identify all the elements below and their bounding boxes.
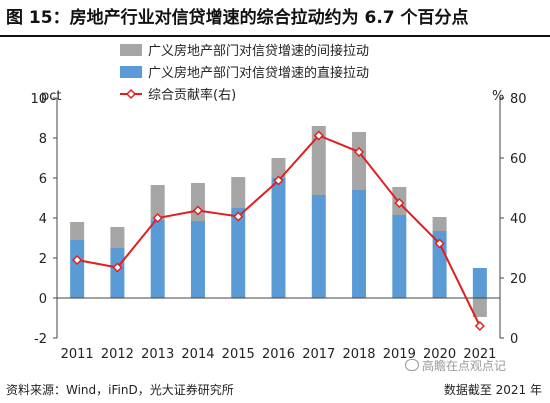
legend-swatch-indirect [120,44,142,56]
y-left-tick-label: 4 [39,212,47,227]
figure-title: 图 15：房地产行业对信贷增速的综合拉动约为 6.7 个百分点 [6,8,469,28]
source-note: 资料来源：Wind，iFinD，光大证券研究所 [6,383,234,397]
x-tick-label: 2015 [222,347,255,358]
y-right-unit: % [492,89,504,104]
legend-label-indirect: 广义房地产部门对信贷增速的间接拉动 [148,43,369,59]
x-tick-label: 2018 [342,347,375,358]
bar-direct [271,178,286,298]
bar-indirect [271,158,286,178]
y-left-tick-label: 2 [39,252,47,267]
bar-indirect [70,222,85,240]
x-tick-label: 2017 [302,347,335,358]
line-point [72,254,83,266]
bar-direct [432,231,447,298]
line-point [474,320,485,332]
y-left-tick-label: -2 [34,332,47,347]
line-point [353,146,365,158]
x-tick-label: 2016 [262,347,295,358]
y-left-unit: pct [41,89,62,104]
line-point [112,262,123,273]
bar-indirect [432,217,447,231]
legend-swatch-direct [120,66,142,78]
legend-label-line: 综合贡献率(右) [148,87,236,103]
legend-label-direct: 广义房地产部门对信贷增速的直接拉动 [148,65,369,81]
bar-direct [190,221,205,298]
title-rule [0,35,550,37]
line-point [313,130,324,141]
bar-direct [472,268,487,298]
x-tick-label: 2012 [101,347,134,358]
x-tick-label: 2011 [61,347,94,358]
y-right-tick-label: 40 [510,212,527,227]
watermark: 高瞻在点观点记 [405,357,506,374]
bar-indirect [110,227,125,248]
bar-direct [311,195,326,298]
x-tick-label: 2019 [383,347,416,358]
bar-direct [150,220,165,298]
y-left-tick-label: 6 [39,172,47,187]
y-left-tick-label: 8 [39,132,47,147]
line-point [233,211,244,222]
bar-indirect [352,132,367,190]
line-point [394,197,405,209]
line-point [192,205,204,216]
x-tick-label: 2020 [423,347,456,358]
y-right-tick-label: 80 [510,92,527,107]
wechat-icon [405,359,419,371]
bar-direct [352,190,367,298]
bar-direct [231,208,246,298]
bar-indirect [150,185,165,220]
y-right-tick-label: 0 [510,332,518,347]
x-tick-label: 2021 [463,347,496,358]
bar-direct [70,240,85,298]
line-point [434,238,445,249]
line-point [152,212,163,224]
bar-direct [392,215,407,298]
x-tick-label: 2014 [181,347,214,358]
bar-indirect [231,177,246,208]
legend-marker-line [125,88,137,100]
line-point [273,175,284,186]
y-right-tick-label: 20 [510,272,527,287]
x-tick-label: 2013 [141,347,174,358]
watermark-text: 高瞻在点观点记 [422,359,507,373]
date-note: 数据截至 2021 年 [443,383,542,397]
bar-indirect [311,126,326,195]
y-left-tick-label: 10 [30,92,47,107]
y-right-tick-label: 60 [510,152,527,167]
bar-indirect [472,298,487,317]
chart: -2 0 2 4 6 8 10 0 20 40 60 80 pct % 2011 2012 2013 2014 20… [30,43,527,358]
y-left-tick-label: 0 [39,292,47,307]
bar-direct [110,248,125,298]
